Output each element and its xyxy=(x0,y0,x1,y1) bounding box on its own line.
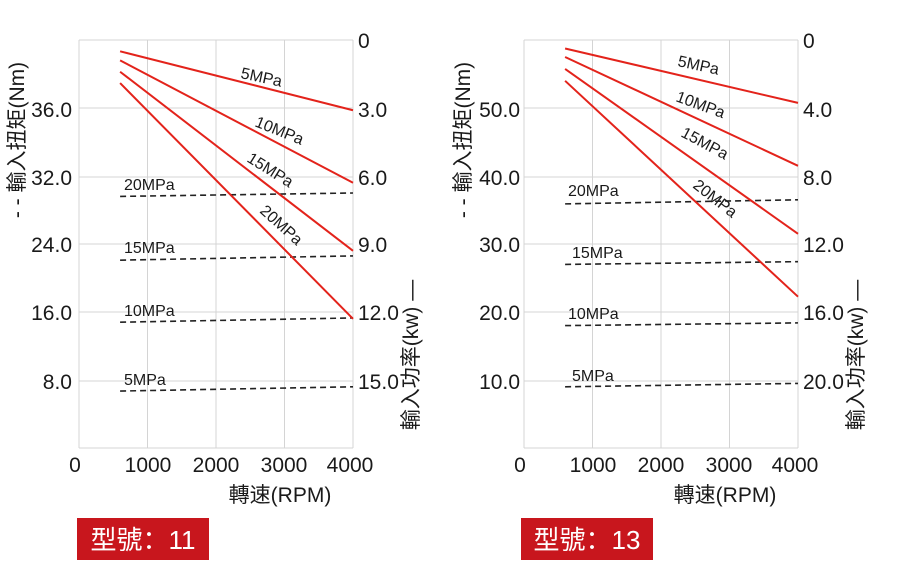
torque-label: 10MPa xyxy=(568,306,619,323)
right-tick: 0 xyxy=(358,30,370,53)
right-tick: 12.0 xyxy=(803,234,844,257)
left-tick: 20.0 xyxy=(479,302,520,325)
torque-label: 15MPa xyxy=(572,245,623,262)
power-label: 10MPa xyxy=(674,89,728,122)
series-lines xyxy=(564,47,799,388)
torque-line-10mpa xyxy=(565,322,799,327)
left-tick: 8.0 xyxy=(43,371,72,394)
right-tick: 0 xyxy=(803,30,815,53)
left-tick: 24.0 xyxy=(31,234,72,257)
x-tick: 3000 xyxy=(706,454,753,477)
right-tick: 9.0 xyxy=(358,234,387,257)
chart-model-11: 0 1000 2000 3000 4000 轉速(RPM) 8.0 16.0 2… xyxy=(6,30,423,560)
left-tick: 16.0 xyxy=(31,302,72,325)
model-badge: 型號：13 xyxy=(534,525,641,555)
left-tick: 10.0 xyxy=(479,371,520,394)
right-axis-title: 輸入功率(kw) — xyxy=(845,280,868,431)
x-tick: 0 xyxy=(514,454,526,477)
torque-line-15mpa xyxy=(120,255,354,261)
power-line-10mpa xyxy=(564,56,799,167)
torque-line-20mpa xyxy=(565,199,799,205)
power-line-5mpa xyxy=(119,50,354,112)
left-axis-title: - - 輸入扭矩(Nm) xyxy=(6,62,29,218)
x-tick: 0 xyxy=(69,454,81,477)
power-line-15mpa xyxy=(564,68,799,235)
torque-label: 5MPa xyxy=(124,372,166,389)
x-tick: 2000 xyxy=(638,454,685,477)
x-tick: 4000 xyxy=(772,454,819,477)
right-tick: 12.0 xyxy=(358,302,399,325)
torque-line-15mpa xyxy=(565,260,799,266)
right-tick: 6.0 xyxy=(358,167,387,190)
right-tick: 4.0 xyxy=(803,99,832,122)
power-label: 15MPa xyxy=(244,150,296,191)
right-tick: 3.0 xyxy=(358,99,387,122)
right-tick: 16.0 xyxy=(803,302,844,325)
torque-label: 15MPa xyxy=(124,240,175,257)
right-tick: 15.0 xyxy=(358,371,399,394)
power-line-10mpa xyxy=(119,59,354,184)
right-tick: 8.0 xyxy=(803,167,832,190)
left-tick: 40.0 xyxy=(479,167,520,190)
series-lines xyxy=(119,50,354,392)
torque-line-5mpa xyxy=(565,382,799,388)
x-axis-title: 轉速(RPM) xyxy=(674,484,777,507)
x-tick: 2000 xyxy=(193,454,240,477)
chart-model-13: 0 1000 2000 3000 4000 轉速(RPM) 10.0 20.0 … xyxy=(452,30,868,560)
power-label: 5MPa xyxy=(676,53,721,78)
left-tick: 30.0 xyxy=(479,234,520,257)
torque-label: 5MPa xyxy=(572,368,614,385)
power-line-5mpa xyxy=(564,47,799,104)
left-tick: 50.0 xyxy=(479,99,520,122)
left-tick: 32.0 xyxy=(31,167,72,190)
power-label: 20MPa xyxy=(690,177,740,222)
x-tick: 1000 xyxy=(125,454,172,477)
x-tick: 1000 xyxy=(570,454,617,477)
right-axis-title: 輸入功率(kw) — xyxy=(400,280,423,431)
power-line-20mpa xyxy=(119,82,354,320)
model-badge: 型號：11 xyxy=(91,525,196,555)
x-axis-title: 轉速(RPM) xyxy=(229,484,332,507)
torque-line-20mpa xyxy=(120,192,354,198)
torque-line-5mpa xyxy=(120,386,354,392)
left-tick: 36.0 xyxy=(31,99,72,122)
torque-label: 20MPa xyxy=(568,183,619,200)
grid-lines xyxy=(523,39,799,449)
left-axis-title: - - 輸入扭矩(Nm) xyxy=(452,62,475,218)
grid-lines xyxy=(78,39,354,449)
x-tick: 4000 xyxy=(327,454,374,477)
x-tick: 3000 xyxy=(261,454,308,477)
torque-label: 10MPa xyxy=(124,303,175,320)
power-line-15mpa xyxy=(119,70,354,252)
model-badge-bg xyxy=(77,518,209,560)
right-tick: 20.0 xyxy=(803,371,844,394)
power-line-20mpa xyxy=(564,80,799,298)
torque-label: 20MPa xyxy=(124,177,175,194)
model-badge-bg xyxy=(521,518,653,560)
torque-line-10mpa xyxy=(120,317,354,323)
